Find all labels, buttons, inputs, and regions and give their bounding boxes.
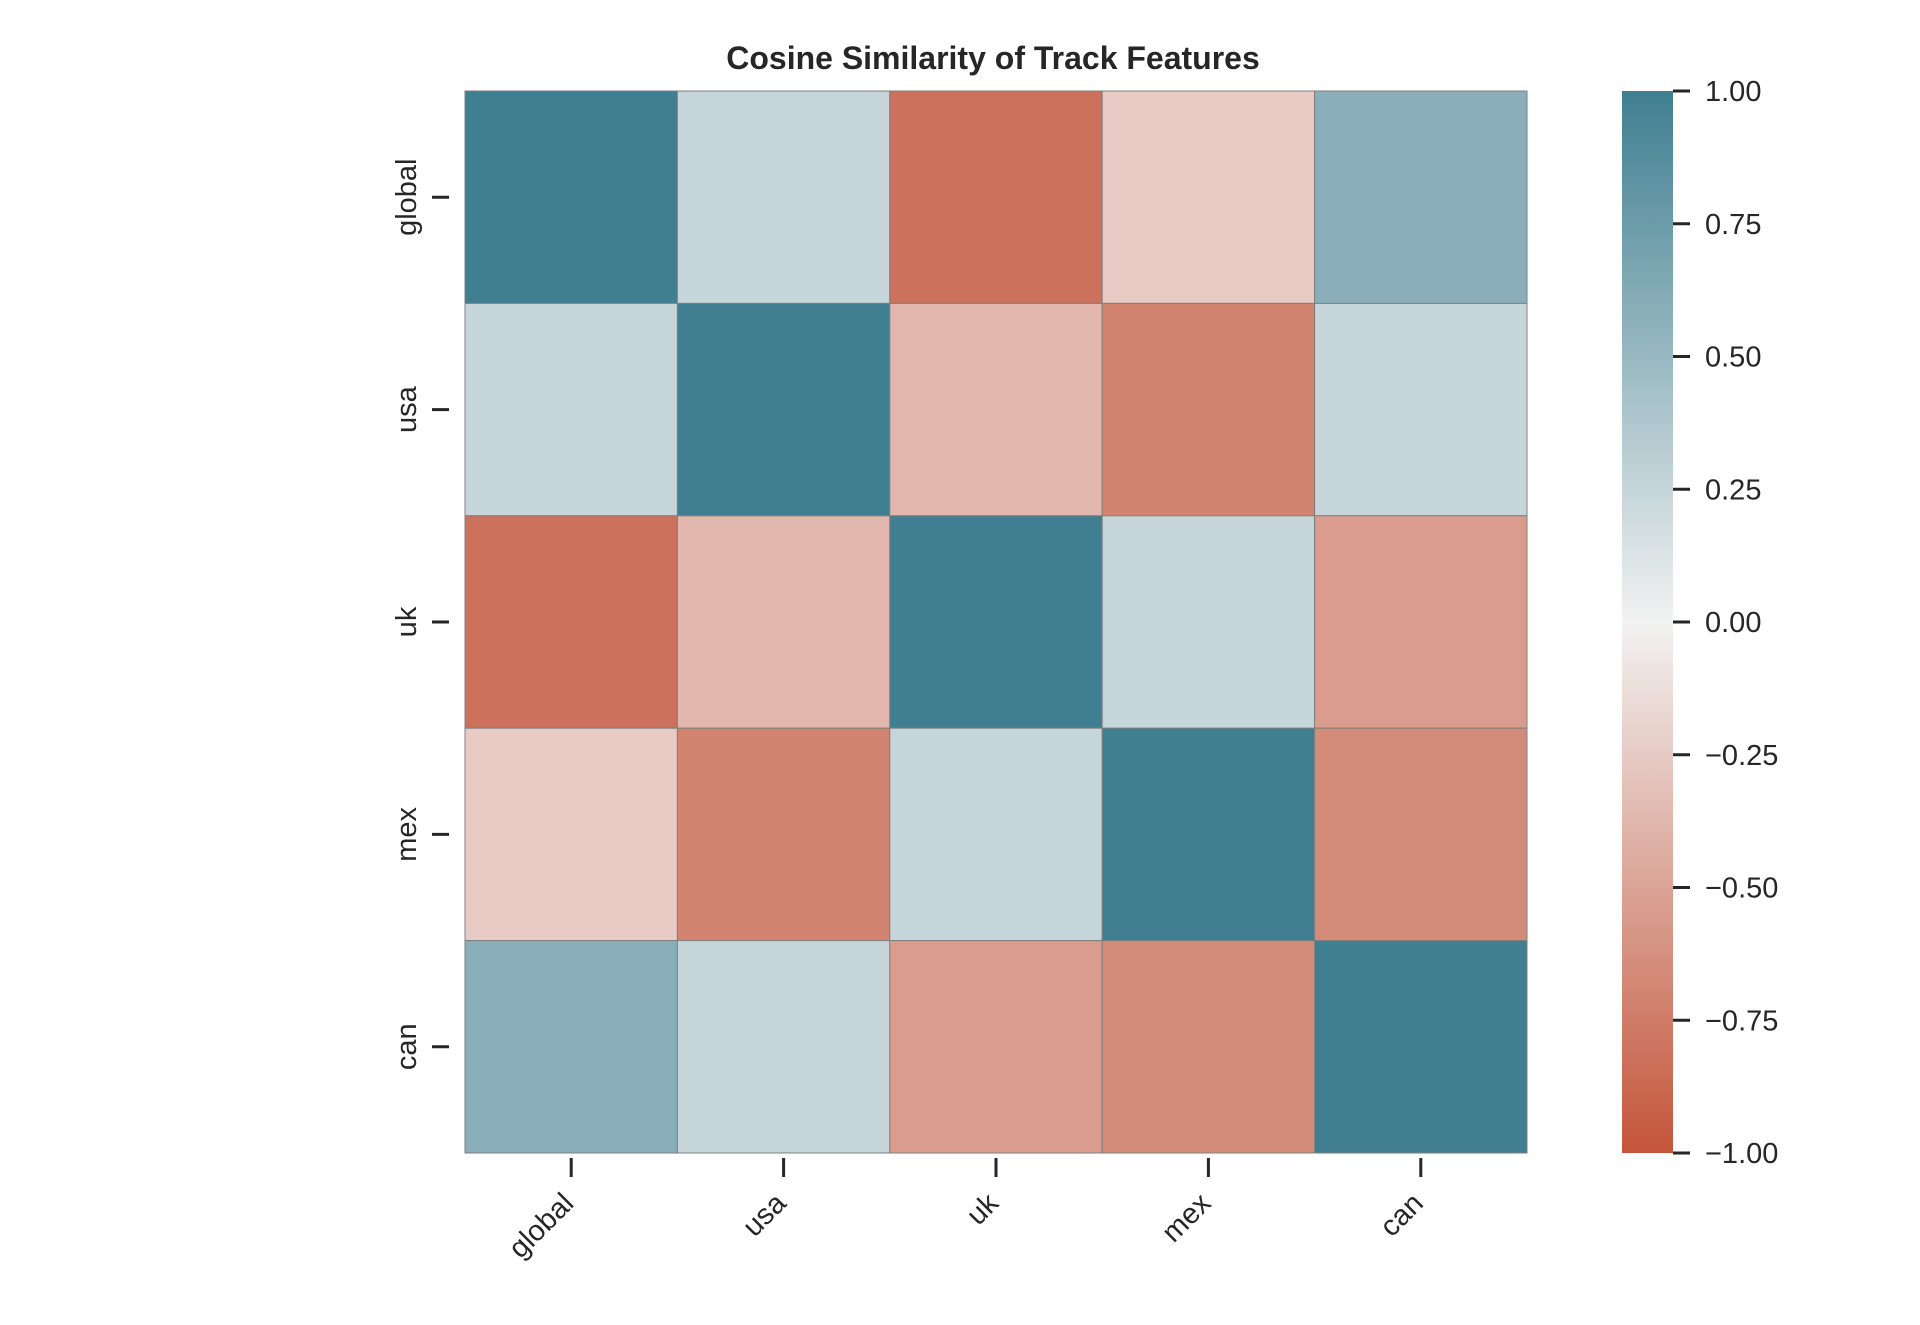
heatmap-cell-can-uk [889,940,1103,1154]
heatmap-cell-usa-mex [1101,302,1316,517]
colorbar-tick-label: 1.00 [1705,76,1761,108]
chart-title: Cosine Similarity of Track Features [726,40,1260,76]
colorbar-tick-label: −0.25 [1705,740,1778,772]
x-axis: global usa uk mex can [503,1158,1430,1265]
heatmap-cell-mex-usa [676,727,891,942]
heatmap-cell-global-global [464,90,678,304]
colorbar-tick-label: −0.75 [1705,1005,1778,1037]
heatmap-cell-uk-uk [889,515,1103,729]
heatmap-cell-usa-uk [889,302,1103,517]
heatmap-cell-usa-can [1314,302,1528,517]
heatmap-cell-mex-mex [1101,727,1316,942]
heatmap-cell-can-mex [1101,940,1316,1154]
heatmap-cell-global-usa [676,90,891,304]
heatmap-cell-uk-usa [676,515,891,729]
y-tick-label-global: global [391,158,423,235]
heatmap-cell-can-global [464,940,678,1154]
colorbar-tick-label: −1.00 [1705,1138,1778,1170]
colorbar-tick-label: −0.50 [1705,873,1778,905]
heatmap-cell-mex-uk [889,727,1103,942]
heatmap-cell-global-can [1314,90,1528,304]
heatmap-cell-mex-global [464,727,678,942]
x-tick-label-uk: uk [961,1187,1006,1232]
heatmap-cell-usa-usa [676,302,891,517]
colorbar-tick-label: 0.25 [1705,474,1761,506]
colorbar-bar [1622,91,1673,1153]
y-tick-label-uk: uk [391,606,423,637]
x-tick-label-usa: usa [737,1187,793,1243]
y-tick-label-can: can [391,1023,423,1070]
heatmap-cells [464,90,1528,1154]
y-axis: global usa uk mex can [391,158,449,1070]
x-tick-label-mex: mex [1156,1187,1218,1249]
y-tick-label-usa: usa [391,385,423,433]
heatmap-cell-mex-can [1314,727,1528,942]
heatmap-cell-global-mex [1101,90,1316,304]
y-tick-label-mex: mex [391,807,423,862]
x-tick-label-can: can [1374,1187,1430,1243]
colorbar-tick-label: 0.75 [1705,209,1761,241]
heatmap-cell-global-uk [889,90,1103,304]
colorbar-tick-label: 0.00 [1705,607,1761,639]
heatmap-cell-usa-global [464,302,678,517]
x-tick-label-global: global [503,1187,580,1264]
heatmap-cell-uk-mex [1101,515,1316,729]
colorbar: 1.00 0.75 0.50 0.25 0.00 −0.25 −0.50 −0.75 −1.00 [1622,76,1778,1170]
colorbar-tick-label: 0.50 [1705,342,1761,374]
heatmap-cell-can-can [1314,940,1528,1154]
heatmap-cell-uk-global [464,515,678,729]
heatmap-cell-uk-can [1314,515,1528,729]
heatmap-cell-can-usa [676,940,891,1154]
